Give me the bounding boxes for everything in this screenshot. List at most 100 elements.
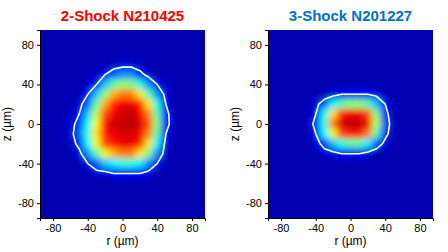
heatmap-cell (302, 99, 311, 109)
x-axis-line (269, 219, 434, 222)
heatmap-cell (57, 168, 66, 178)
tick: 0 (120, 218, 126, 234)
heatmap-cell (355, 59, 364, 69)
heatmap-cell (407, 148, 416, 158)
tick-label: 80 (414, 222, 426, 234)
heatmap-cell (407, 79, 416, 89)
tick-mark (37, 124, 40, 125)
heatmap-cell (57, 188, 66, 198)
heatmap-cell (135, 89, 144, 99)
heatmap-cells (285, 49, 416, 198)
heatmap-cell (389, 109, 398, 119)
heatmap-cell (179, 188, 188, 198)
heatmap-cell (363, 79, 372, 89)
heatmap-cell (372, 178, 381, 188)
heatmap-cell (337, 79, 346, 89)
heatmap-cell (100, 79, 109, 89)
heatmap-cell (294, 89, 303, 99)
heatmap-cell (66, 89, 75, 99)
heatmap-cell (328, 168, 337, 178)
heatmap-cell (74, 59, 83, 69)
heatmap-cell (179, 158, 188, 168)
heatmap-cell (170, 139, 179, 149)
heatmap-cell (398, 178, 407, 188)
heatmap-cell (355, 178, 364, 188)
heatmap-cell (57, 129, 66, 139)
heatmap-cell (144, 119, 153, 129)
heatmap-cell (57, 158, 66, 168)
heatmap-cell (127, 49, 136, 59)
heatmap-cell (381, 59, 390, 69)
heatmap-cell (92, 89, 101, 99)
heatmap-cell (144, 168, 153, 178)
heatmap-cell (363, 69, 372, 79)
heatmap-cell (118, 119, 127, 129)
tick: -40 (246, 158, 268, 170)
heatmap-cell (294, 109, 303, 119)
tick-label: -40 (80, 222, 96, 234)
tick-mark (37, 45, 40, 46)
heatmap-cell (179, 119, 188, 129)
tick: 40 (250, 78, 268, 90)
heatmap-cell (74, 168, 83, 178)
heatmap-cell (144, 139, 153, 149)
heatmap-cell (161, 178, 170, 188)
heatmap-cell (118, 188, 127, 198)
y-axis: -80-4004080 (18, 31, 40, 219)
heatmap-cell (135, 109, 144, 119)
tick-mark (420, 218, 421, 221)
heatmap-cell (66, 49, 75, 59)
tick: 80 (250, 39, 268, 51)
tick-label: 40 (380, 222, 392, 234)
heatmap-cell (109, 188, 118, 198)
tick: -80 (246, 197, 268, 209)
heatmap-cell (311, 158, 320, 168)
heatmap-cell (285, 168, 294, 178)
heatmap-cell (83, 168, 92, 178)
heatmap-cell (302, 109, 311, 119)
heatmap-cell (320, 119, 329, 129)
heatmap-cell (311, 69, 320, 79)
heatmap-cell (398, 119, 407, 129)
plot-area (268, 30, 433, 218)
heatmap-cell (127, 129, 136, 139)
heatmap-cell (337, 178, 346, 188)
heatmap-cell (144, 59, 153, 69)
heatmap-cell (337, 119, 346, 129)
heatmap-cell (407, 109, 416, 119)
heatmap-cell (320, 158, 329, 168)
heatmap-cell (302, 59, 311, 69)
heatmap-cell (355, 188, 364, 198)
heatmap-cell (337, 129, 346, 139)
heatmap-cell (74, 49, 83, 59)
heatmap-cell (100, 188, 109, 198)
heatmap-cell (144, 148, 153, 158)
heatmap-cell (66, 79, 75, 89)
heatmap-cell (170, 79, 179, 89)
heatmap-cell (285, 99, 294, 109)
heatmap-cell (372, 109, 381, 119)
heatmap-cell (135, 178, 144, 188)
heatmap-cell (127, 178, 136, 188)
heatmap-cell (74, 129, 83, 139)
tick: -80 (274, 218, 290, 234)
heatmap-cell (346, 99, 355, 109)
x-axis: -80-4004080 (269, 218, 434, 234)
heatmap-cell (135, 139, 144, 149)
plot-background (40, 30, 205, 218)
heatmap-cell (161, 188, 170, 198)
panel: -80-4004080-80-4004080r (µm)z (µm)3-Shoc… (228, 7, 434, 248)
heatmap-cell (161, 158, 170, 168)
heatmap-cell (100, 158, 109, 168)
heatmap-cell (407, 158, 416, 168)
heatmap-cell (328, 69, 337, 79)
tick-label: 0 (256, 118, 262, 130)
heatmap-cell (320, 188, 329, 198)
heatmap-cells (57, 49, 188, 198)
heatmap-cell (118, 158, 127, 168)
heatmap-cell (74, 178, 83, 188)
heatmap-cell (337, 139, 346, 149)
heatmap-cell (311, 188, 320, 198)
heatmap-cell (294, 99, 303, 109)
tick-mark (192, 218, 193, 221)
